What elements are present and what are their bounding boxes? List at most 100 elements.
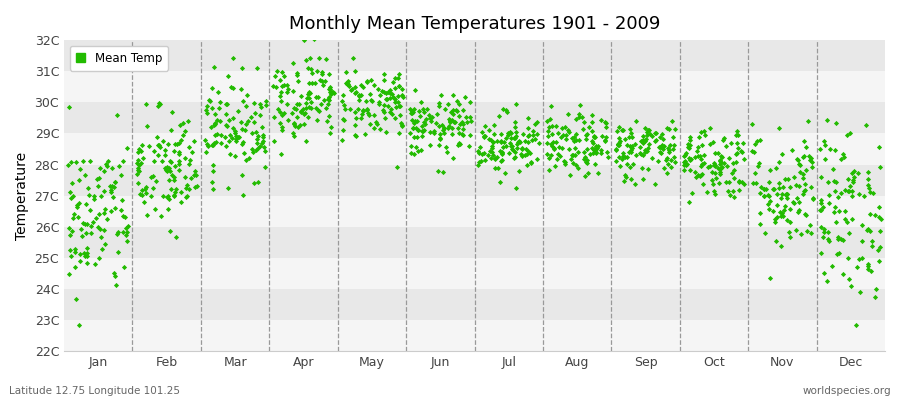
Point bbox=[286, 87, 301, 94]
Point bbox=[518, 145, 533, 152]
Point bbox=[868, 212, 882, 218]
Point bbox=[769, 218, 783, 225]
Point bbox=[248, 118, 262, 125]
Point bbox=[385, 91, 400, 98]
Point bbox=[297, 110, 311, 116]
Point bbox=[238, 121, 253, 127]
Point bbox=[236, 192, 250, 198]
Point bbox=[446, 111, 460, 117]
Point bbox=[93, 226, 107, 232]
Point bbox=[725, 188, 740, 194]
Point bbox=[69, 159, 84, 166]
Point bbox=[174, 137, 188, 144]
Point bbox=[236, 98, 250, 104]
Point bbox=[657, 143, 671, 149]
Point bbox=[225, 135, 239, 141]
Point bbox=[500, 130, 515, 137]
Point bbox=[851, 169, 866, 176]
Point bbox=[69, 296, 84, 302]
Point bbox=[73, 258, 87, 264]
Point bbox=[767, 186, 781, 192]
Point bbox=[166, 176, 181, 183]
Point bbox=[635, 138, 650, 144]
Point bbox=[821, 236, 835, 242]
Point bbox=[558, 159, 572, 165]
Point bbox=[208, 132, 222, 138]
Point bbox=[166, 192, 181, 198]
Point bbox=[73, 166, 87, 172]
Point bbox=[836, 237, 850, 243]
Point bbox=[780, 176, 795, 182]
Point bbox=[209, 139, 223, 145]
Point bbox=[577, 148, 591, 155]
Point bbox=[708, 162, 723, 168]
Point bbox=[679, 150, 693, 156]
Point bbox=[421, 112, 436, 118]
Point bbox=[60, 162, 75, 168]
Point bbox=[140, 122, 154, 129]
Point bbox=[677, 158, 691, 165]
Point bbox=[628, 181, 643, 188]
Point bbox=[572, 111, 586, 117]
Point bbox=[395, 122, 410, 129]
Point bbox=[567, 134, 581, 140]
Point bbox=[495, 149, 509, 155]
Point bbox=[172, 150, 186, 157]
Point bbox=[706, 181, 720, 188]
Point bbox=[88, 215, 103, 221]
Point bbox=[436, 169, 450, 176]
Point bbox=[611, 141, 625, 148]
Bar bbox=[64, 320, 885, 351]
Point bbox=[482, 136, 496, 142]
Point bbox=[762, 198, 777, 204]
Point bbox=[61, 224, 76, 231]
Point bbox=[572, 136, 587, 143]
Point bbox=[326, 89, 340, 96]
Point bbox=[832, 234, 846, 240]
Point bbox=[158, 152, 172, 158]
Point bbox=[774, 195, 788, 202]
Point bbox=[79, 250, 94, 256]
Point bbox=[652, 144, 667, 150]
Point bbox=[724, 170, 739, 176]
Point bbox=[407, 106, 421, 112]
Point bbox=[382, 89, 396, 96]
Point bbox=[706, 188, 721, 194]
Point bbox=[219, 122, 233, 128]
Point bbox=[391, 99, 405, 106]
Point bbox=[547, 163, 562, 169]
Point bbox=[344, 87, 358, 94]
Point bbox=[394, 92, 409, 98]
Point bbox=[723, 192, 737, 198]
Point bbox=[255, 140, 269, 146]
Point bbox=[771, 159, 786, 166]
Point bbox=[311, 108, 326, 115]
Point bbox=[404, 143, 419, 150]
Point bbox=[688, 173, 703, 180]
Point bbox=[694, 172, 708, 178]
Point bbox=[436, 130, 451, 136]
Point bbox=[161, 196, 176, 202]
Point bbox=[774, 210, 788, 216]
Point bbox=[72, 251, 86, 258]
Point bbox=[120, 229, 134, 236]
Point bbox=[662, 126, 676, 132]
Point bbox=[640, 132, 654, 138]
Point bbox=[336, 127, 350, 133]
Point bbox=[629, 152, 643, 158]
Point bbox=[829, 120, 843, 126]
Point bbox=[691, 134, 706, 140]
Point bbox=[729, 150, 743, 157]
Point bbox=[205, 85, 220, 91]
Point bbox=[829, 178, 843, 185]
Point bbox=[311, 55, 326, 61]
Point bbox=[869, 286, 884, 292]
Point bbox=[376, 109, 391, 115]
Point bbox=[354, 82, 368, 88]
Point bbox=[863, 189, 878, 195]
Point bbox=[862, 211, 877, 217]
Bar bbox=[64, 164, 885, 196]
Point bbox=[274, 92, 288, 99]
Point bbox=[452, 140, 466, 146]
Point bbox=[457, 94, 472, 101]
